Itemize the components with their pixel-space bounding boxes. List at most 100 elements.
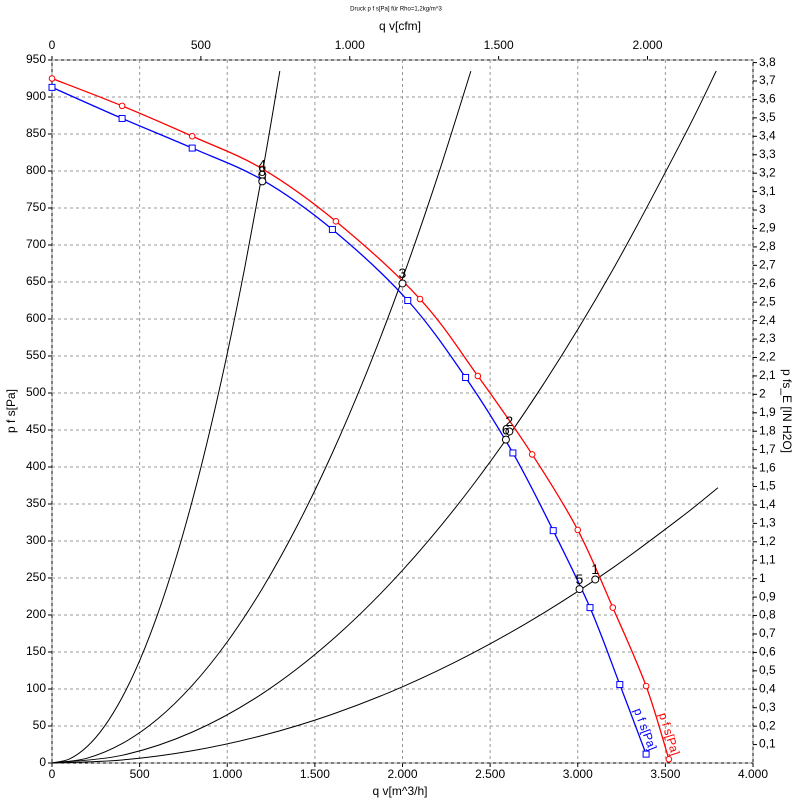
plot-frame: [51, 59, 754, 764]
y2-tick-label: 0,5: [759, 663, 776, 677]
y-tick-label: 700: [26, 237, 46, 251]
marker: [642, 750, 650, 758]
y-tick-label: 550: [26, 348, 46, 362]
y2-tick-label: 2,8: [759, 239, 776, 253]
point-label: 5: [576, 571, 584, 587]
y2-tick-label: 0,3: [759, 700, 776, 714]
y2-tick-label: 0,8: [759, 608, 776, 622]
y2-tick-label: 1,2: [759, 534, 776, 548]
x-tick-label: 0: [49, 767, 56, 781]
point-label: 8: [258, 163, 266, 179]
point-label: 3: [399, 265, 407, 281]
chart-title: Druck p f s[Pa] für Rho=1,2kg/m^3: [350, 7, 442, 13]
marker: [528, 451, 536, 458]
x-tick-label: 1.000: [212, 767, 242, 781]
y-tick-label: 200: [26, 607, 46, 621]
y2-tick-label: 3,5: [759, 110, 776, 124]
y-tick-label: 850: [26, 126, 46, 140]
y2-tick-label: 1,8: [759, 423, 776, 437]
y2-tick-label: 3,4: [759, 128, 776, 142]
marker: [416, 295, 424, 303]
y-tick-label: 750: [26, 200, 46, 214]
y2-tick-label: 3,8: [759, 55, 776, 69]
y-tick-label: 900: [26, 89, 46, 103]
marker: [586, 604, 594, 612]
y2-tick-label: 3,6: [759, 92, 776, 106]
y-tick-label: 500: [26, 385, 46, 399]
x-axis-label: q v[m^3/h]: [373, 784, 428, 798]
marker: [328, 225, 336, 233]
y-tick-label: 400: [26, 459, 46, 473]
y2-tick-label: 2,7: [759, 258, 776, 272]
y2-tick-label: 0,7: [759, 626, 776, 640]
series-label: p f s[Pa]: [656, 711, 682, 757]
y2-tick-label: 3,1: [759, 184, 776, 198]
operating-point: [258, 177, 267, 186]
operating-point: [591, 575, 600, 584]
y2-tick-label: 2,5: [759, 294, 776, 308]
y-tick-label: 250: [26, 570, 46, 584]
marker: [474, 372, 482, 380]
marker: [188, 144, 196, 152]
operating-point: [505, 427, 514, 436]
marker: [642, 682, 650, 690]
y-tick-label: 950: [26, 52, 46, 66]
marker: [509, 449, 517, 457]
marker: [404, 297, 412, 304]
system-curve: [51, 70, 717, 764]
y-tick-label: 50: [33, 718, 47, 732]
point-label: 1: [591, 561, 599, 577]
y2-tick-label: 0,4: [759, 681, 776, 695]
marker: [574, 526, 582, 534]
y-tick-label: 450: [26, 422, 46, 436]
system-curve: [51, 70, 281, 764]
x-tick-label: 2.500: [475, 767, 505, 781]
y2-tick-label: 1,3: [759, 516, 776, 530]
fan-curve: [51, 86, 647, 755]
marker: [616, 681, 624, 689]
x-tick-label: 3.500: [650, 767, 680, 781]
point-label: 6: [502, 421, 510, 437]
x-tick-label: 2.000: [387, 767, 417, 781]
y2-tick-label: 0,2: [759, 718, 776, 732]
y2-axis-label: p fs_E [IN H2O]: [780, 369, 793, 453]
y2-tick-label: 2,3: [759, 331, 776, 345]
fan-curve: [51, 77, 670, 760]
marker: [48, 75, 56, 82]
system-curve: [51, 70, 472, 764]
point-label: 4: [258, 156, 266, 172]
y-tick-label: 650: [26, 274, 46, 288]
marker: [665, 756, 673, 763]
y2-tick-label: 2,4: [759, 313, 776, 327]
y2-tick-label: 1: [759, 571, 766, 585]
operating-point: [575, 585, 584, 594]
y2-tick-label: 3,7: [759, 73, 776, 87]
marker: [549, 527, 557, 535]
x-tick-label: 3.000: [563, 767, 593, 781]
y2-tick-label: 1,4: [759, 497, 776, 511]
x-tick-label: 4.000: [738, 767, 768, 781]
y-tick-label: 350: [26, 496, 46, 510]
x2-tick-label: 1.500: [484, 38, 514, 52]
y-tick-label: 600: [26, 311, 46, 325]
y2-tick-label: 2,1: [759, 368, 776, 382]
x2-tick-label: 1.000: [335, 38, 365, 52]
y2-tick-label: 1,5: [759, 479, 776, 493]
marker: [48, 83, 56, 91]
operating-point: [398, 279, 407, 288]
marker: [462, 373, 470, 381]
y2-tick-label: 1,7: [759, 442, 776, 456]
y2-tick-label: 2,6: [759, 276, 776, 290]
marker: [118, 114, 126, 122]
y2-tick-label: 0,9: [759, 589, 776, 603]
y2-tick-label: 1,6: [759, 460, 776, 474]
marker: [332, 218, 340, 225]
y-tick-label: 100: [26, 681, 46, 695]
x2-axis-label: q v[cfm]: [379, 19, 421, 33]
y2-tick-label: 0,6: [759, 645, 776, 659]
marker: [609, 604, 617, 611]
y2-tick-label: 1,9: [759, 405, 776, 419]
marker: [188, 132, 196, 140]
y2-tick-label: 3,2: [759, 165, 776, 179]
x-tick-label: 1.500: [300, 767, 330, 781]
